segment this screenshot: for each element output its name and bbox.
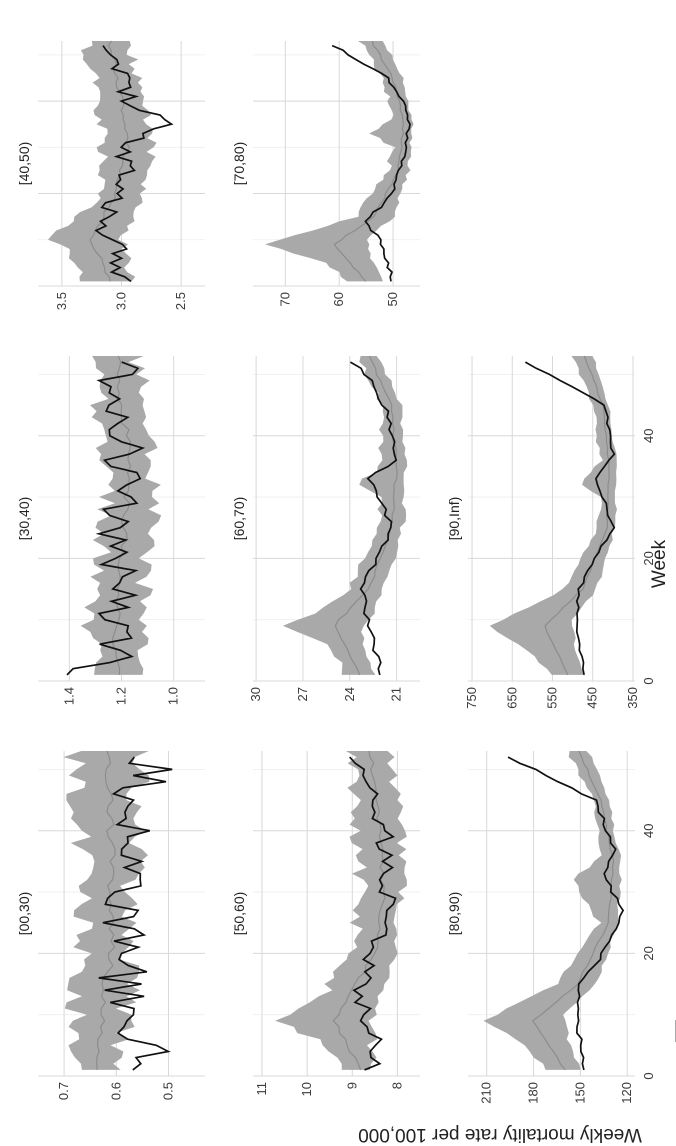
facet-label: [70,80) bbox=[231, 142, 247, 186]
y-axis-title: Weekly mortality rate per 100,000 bbox=[358, 1124, 642, 1145]
rotated-figure: [00,30) 0.5 0.6 0.7 [30,40) 1.0 1.2 1.4 [40,50) 2… bbox=[16, 40, 676, 1145]
y-tick-label: 0.5 bbox=[160, 1082, 175, 1100]
x-tick-label: 20 bbox=[641, 946, 656, 960]
mean-line bbox=[531, 750, 615, 1071]
y-tick-label: 550 bbox=[545, 687, 560, 709]
range-ribbon bbox=[489, 356, 617, 675]
y-tick-label: 2.5 bbox=[173, 292, 188, 310]
range-ribbon bbox=[275, 751, 407, 1070]
line-2020 bbox=[507, 756, 625, 1071]
y-tick-label: 750 bbox=[464, 687, 479, 709]
line-2020 bbox=[331, 44, 411, 282]
panel-[00,30): [00,30) 0.5 0.6 0.7 bbox=[16, 750, 205, 1100]
facet-panels: [00,30) 0.5 0.6 0.7 [30,40) 1.0 1.2 1.4 [40,50) 2… bbox=[16, 40, 656, 1104]
y-tick-label: 3.0 bbox=[114, 292, 129, 310]
y-tick-label: 70 bbox=[277, 292, 292, 306]
mean-line bbox=[334, 355, 398, 676]
y-tick-label: 1.0 bbox=[166, 687, 181, 705]
y-tick-label: 120 bbox=[619, 1082, 634, 1104]
panel-[30,40): [30,40) 1.0 1.2 1.4 bbox=[16, 355, 205, 705]
range-ribbon bbox=[282, 356, 408, 675]
mean-line bbox=[544, 355, 610, 676]
y-tick-label: 9 bbox=[344, 1082, 359, 1089]
facet-label: [00,30) bbox=[16, 892, 32, 936]
x-tick-label: 0 bbox=[641, 677, 656, 684]
y-tick-label: 1.4 bbox=[61, 687, 76, 705]
facet-label: [40,50) bbox=[16, 142, 32, 186]
line-2020 bbox=[66, 361, 146, 676]
line-2020 bbox=[349, 756, 397, 1071]
y-tick-label: 450 bbox=[585, 687, 600, 709]
mean-line bbox=[333, 40, 405, 282]
range-ribbon bbox=[265, 41, 414, 282]
facet-label: [80,90) bbox=[446, 892, 462, 936]
facet-label: [60,70) bbox=[231, 497, 247, 541]
y-tick-label: 27 bbox=[295, 687, 310, 701]
y-tick-label: 30 bbox=[248, 687, 263, 701]
x-tick-label: 0 bbox=[641, 1072, 656, 1079]
y-tick-label: 180 bbox=[526, 1082, 541, 1104]
y-tick-label: 50 bbox=[385, 292, 400, 306]
panel-[60,70): [60,70) 21 24 27 30 bbox=[231, 355, 420, 701]
mean-line bbox=[332, 750, 386, 1071]
range-ribbon bbox=[63, 751, 150, 1070]
x-tick-label: 40 bbox=[641, 428, 656, 442]
y-tick-label: 21 bbox=[389, 687, 404, 701]
range-ribbon bbox=[80, 356, 162, 675]
range-ribbon bbox=[483, 751, 622, 1070]
range-ribbon bbox=[48, 41, 157, 282]
facet-label: [50,60) bbox=[231, 892, 247, 936]
panel-[80,90): [80,90) 120 150 180 210 0 20 40 bbox=[446, 750, 656, 1104]
y-tick-label: 10 bbox=[299, 1082, 314, 1096]
panel-[90,Inf): [90,Inf) 350 450 550 650 750 0 20 40 bbox=[446, 355, 656, 709]
mean-line bbox=[96, 750, 116, 1070]
y-tick-label: 350 bbox=[625, 687, 640, 709]
y-tick-label: 1.2 bbox=[114, 687, 129, 705]
y-tick-label: 0.6 bbox=[108, 1082, 123, 1100]
mean-line bbox=[89, 40, 131, 282]
panel-[50,60): [50,60) 8 9 10 11 bbox=[231, 750, 420, 1096]
facet-label: [90,Inf) bbox=[446, 497, 462, 541]
y-tick-label: 150 bbox=[572, 1082, 587, 1104]
y-tick-label: 11 bbox=[254, 1082, 269, 1096]
x-axis-title: Week bbox=[649, 539, 670, 588]
y-tick-label: 210 bbox=[479, 1082, 494, 1104]
mean-line bbox=[112, 355, 132, 675]
line-2020 bbox=[349, 361, 398, 676]
line-2020 bbox=[94, 45, 174, 283]
facet-label: [30,40) bbox=[16, 497, 32, 541]
x-tick-label: 40 bbox=[641, 823, 656, 837]
y-tick-label: 650 bbox=[504, 687, 519, 709]
x-tick-label: 20 bbox=[641, 551, 656, 565]
panel-[40,50): [40,50) 2.5 3.0 3.5 bbox=[16, 40, 205, 310]
panel-[70,80): [70,80) 50 60 70 bbox=[231, 40, 420, 306]
y-tick-label: 24 bbox=[342, 687, 357, 701]
line-2020 bbox=[524, 361, 616, 676]
line-2020 bbox=[98, 756, 173, 1071]
y-tick-label: 3.5 bbox=[54, 292, 69, 310]
y-tick-label: 0.7 bbox=[56, 1082, 71, 1100]
y-tick-label: 8 bbox=[389, 1082, 404, 1089]
y-tick-label: 60 bbox=[331, 292, 346, 306]
